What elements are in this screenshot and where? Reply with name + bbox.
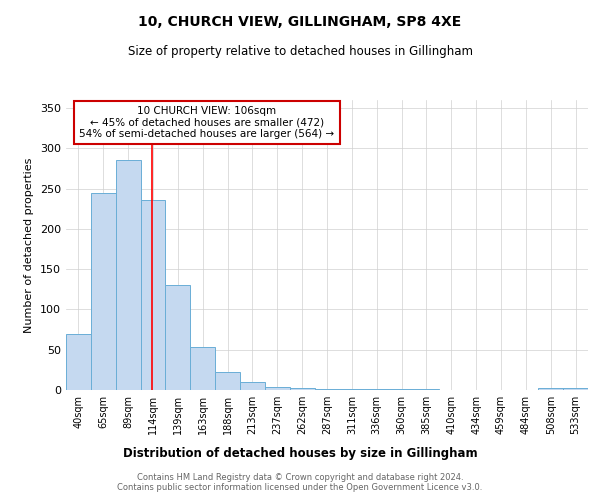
Bar <box>66 334 91 390</box>
Bar <box>215 372 240 390</box>
Bar <box>116 160 140 390</box>
Bar <box>290 388 314 390</box>
Text: 10 CHURCH VIEW: 106sqm
← 45% of detached houses are smaller (472)
54% of semi-de: 10 CHURCH VIEW: 106sqm ← 45% of detached… <box>79 106 335 139</box>
Bar <box>240 382 265 390</box>
Text: Size of property relative to detached houses in Gillingham: Size of property relative to detached ho… <box>128 45 473 58</box>
Text: Distribution of detached houses by size in Gillingham: Distribution of detached houses by size … <box>122 448 478 460</box>
Bar <box>166 286 190 390</box>
Bar <box>414 389 439 390</box>
Bar <box>190 348 215 390</box>
Bar <box>389 389 414 390</box>
Bar <box>265 387 290 390</box>
Bar <box>91 192 116 390</box>
Bar <box>340 389 364 390</box>
Text: Contains HM Land Registry data © Crown copyright and database right 2024.
Contai: Contains HM Land Registry data © Crown c… <box>118 473 482 492</box>
Bar <box>563 388 588 390</box>
Bar <box>314 389 340 390</box>
Y-axis label: Number of detached properties: Number of detached properties <box>25 158 34 332</box>
Bar <box>140 200 166 390</box>
Text: 10, CHURCH VIEW, GILLINGHAM, SP8 4XE: 10, CHURCH VIEW, GILLINGHAM, SP8 4XE <box>139 15 461 29</box>
Bar <box>538 388 563 390</box>
Bar <box>364 389 389 390</box>
